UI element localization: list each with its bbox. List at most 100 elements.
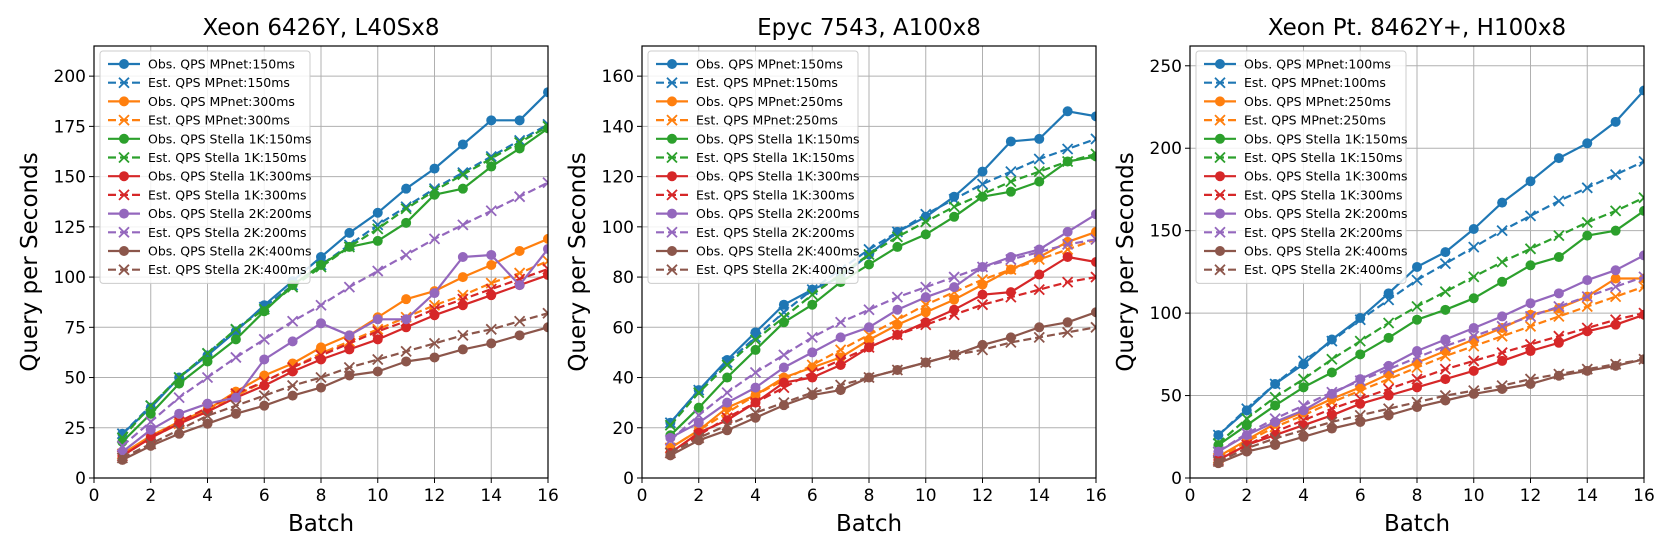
data-point <box>1638 353 1644 365</box>
data-point <box>891 291 904 303</box>
data-point <box>401 356 412 367</box>
legend-marker <box>1214 151 1226 164</box>
data-point <box>892 241 903 252</box>
data-point <box>1382 383 1395 395</box>
data-point <box>1639 85 1644 96</box>
data-point <box>116 440 129 452</box>
legend-marker <box>118 151 130 164</box>
data-point <box>920 216 932 228</box>
data-point <box>1326 416 1338 428</box>
data-point <box>1610 273 1621 284</box>
data-point <box>145 424 156 435</box>
y-axis-label: Query per Seconds <box>565 152 591 371</box>
data-point <box>920 281 932 293</box>
data-point <box>1553 288 1564 299</box>
data-point <box>543 243 548 254</box>
data-point <box>1582 365 1593 376</box>
y-tick-label: 40 <box>612 369 634 389</box>
legend-marker <box>1214 226 1226 238</box>
data-point <box>750 382 761 393</box>
data-point <box>750 344 761 355</box>
data-point <box>457 166 469 179</box>
data-point <box>428 233 441 245</box>
data-point <box>1354 335 1366 347</box>
data-point <box>1297 399 1310 412</box>
data-point <box>920 307 931 318</box>
data-point <box>1581 182 1593 194</box>
data-point <box>201 347 214 360</box>
legend-item: Est. QPS Stella 2K:200ms <box>656 225 855 240</box>
legend-label: Obs. QPS Stella 1K:150ms <box>148 131 312 146</box>
data-point <box>1326 367 1337 378</box>
x-tick-label: 4 <box>750 486 761 506</box>
legend-label: Est. QPS MPnet:250ms <box>1244 113 1386 128</box>
x-tick-label: 8 <box>316 486 327 506</box>
data-point <box>372 366 383 377</box>
data-point <box>834 354 847 366</box>
legend-label: Est. QPS Stella 1K:300ms <box>1244 187 1403 202</box>
data-point <box>1524 310 1537 323</box>
legend-item: Obs. QPS Stella 2K:400ms <box>656 244 860 259</box>
legend-marker <box>1214 77 1226 89</box>
x-tick-label: 12 <box>424 486 446 506</box>
legend-label: Est. QPS Stella 1K:150ms <box>696 150 855 165</box>
data-point <box>1061 326 1074 338</box>
data-point <box>259 400 270 411</box>
data-point <box>1354 375 1366 387</box>
data-point <box>1033 246 1045 258</box>
legend-marker <box>119 96 129 107</box>
legend-item: Est. QPS Stella 1K:300ms <box>108 187 307 202</box>
series-6 <box>116 120 548 444</box>
y-tick-label: 25 <box>64 419 86 439</box>
data-point <box>722 372 733 383</box>
data-point <box>1525 176 1536 187</box>
data-point <box>1638 155 1644 168</box>
data-point <box>542 263 548 275</box>
data-point <box>1297 355 1310 367</box>
data-point <box>457 251 468 262</box>
data-point <box>1005 291 1017 303</box>
data-point <box>806 386 818 399</box>
series-line <box>1217 89 1644 436</box>
series-line <box>121 237 548 455</box>
legend-item: Obs. QPS Stella 2K:400ms <box>108 244 312 259</box>
data-point <box>1639 250 1644 261</box>
data-point <box>485 323 497 335</box>
data-point <box>1091 209 1096 220</box>
data-point <box>230 400 242 412</box>
legend-marker <box>666 189 678 201</box>
data-point <box>665 432 676 443</box>
data-point <box>514 115 525 126</box>
data-point <box>1582 138 1593 149</box>
chart-title: Xeon 6426Y, L40Sx8 <box>203 15 440 41</box>
data-point <box>807 299 818 310</box>
series-line <box>669 137 1096 424</box>
data-point <box>145 408 156 419</box>
series-line <box>669 213 1096 439</box>
legend-label: Obs. QPS Stella 1K:150ms <box>696 131 860 146</box>
data-point <box>401 217 412 228</box>
data-point <box>1382 403 1395 415</box>
y-tick-label: 200 <box>1150 139 1182 159</box>
data-point <box>834 379 847 391</box>
data-point <box>1553 252 1564 263</box>
data-point <box>1553 330 1565 342</box>
data-point <box>778 311 790 323</box>
data-point <box>891 314 904 326</box>
data-point <box>665 450 676 461</box>
data-point <box>1269 391 1281 403</box>
data-point <box>1061 238 1074 251</box>
data-point <box>1241 413 1253 425</box>
data-point <box>316 251 326 262</box>
legend-item: Est. QPS MPnet:300ms <box>108 113 290 128</box>
data-point <box>1382 294 1395 306</box>
data-point <box>1553 310 1565 323</box>
legend-item: Est. QPS Stella 2K:200ms <box>1204 225 1403 240</box>
data-point <box>693 409 705 421</box>
data-point <box>693 435 704 446</box>
data-point <box>1383 410 1394 421</box>
series-12 <box>664 321 1096 459</box>
series-5 <box>1213 205 1644 451</box>
series-line <box>669 276 1096 454</box>
